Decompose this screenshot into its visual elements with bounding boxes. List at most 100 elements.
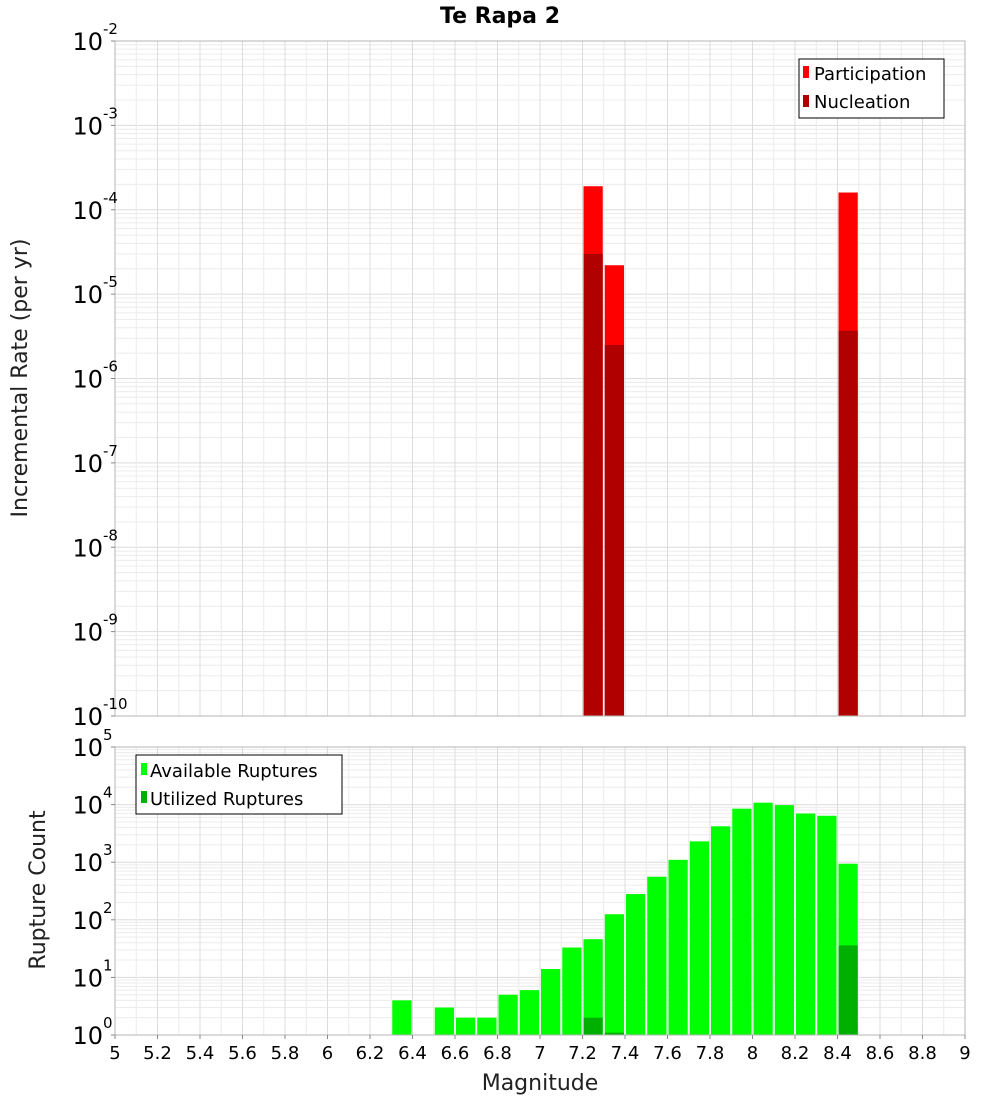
legend-swatch-available-ruptures <box>141 763 147 775</box>
bottom-bar-available-ruptures-7 <box>562 947 582 1035</box>
x-tick-label: 7.4 <box>611 1043 640 1064</box>
bottom-legend: Available Ruptures Utilized Ruptures <box>135 754 343 815</box>
top-y-tick-label: 10 -2 <box>72 20 118 56</box>
x-tick-label: 8.8 <box>908 1043 937 1064</box>
top-legend: Participation Nucleation <box>798 58 945 119</box>
top-y-tick-label: 10 -5 <box>72 273 118 309</box>
x-tick-label: 7.6 <box>653 1043 682 1064</box>
bottom-bar-available-ruptures-5 <box>519 990 539 1035</box>
top-y-tick-label: 10 -7 <box>72 442 118 478</box>
top-y-tick-label: 10 -3 <box>72 104 118 140</box>
bottom-y-tick-exponent: 3 <box>103 841 113 859</box>
top-y-tick-exponent: -9 <box>103 611 118 629</box>
bottom-y-tick-label: 10 4 <box>72 784 115 820</box>
bottom-y-tick-exponent: 2 <box>103 899 113 917</box>
x-tick-label: 5.6 <box>228 1043 257 1064</box>
top-y-tick-text: 10 <box>72 450 103 478</box>
legend-label-participation: Participation <box>814 64 926 85</box>
bottom-y-tick-label: 10 2 <box>72 899 115 935</box>
chart-title: Te Rapa 2 <box>440 4 560 29</box>
bottom-bar-available-ruptures-19 <box>817 815 837 1035</box>
top-legend-box <box>798 58 945 119</box>
bottom-bar-available-ruptures-0 <box>392 1000 412 1035</box>
top-y-tick-text: 10 <box>72 534 103 562</box>
bottom-bar-utilized-ruptures-1 <box>604 1032 624 1035</box>
x-tick-label: 5.4 <box>186 1043 215 1064</box>
x-tick-label: 7 <box>534 1043 545 1064</box>
top-y-tick-text: 10 <box>72 366 103 394</box>
bottom-y-tick-text: 10 <box>72 964 103 992</box>
top-y-axis-label: Incremental Rate (per yr) <box>8 239 33 518</box>
bottom-bar-available-ruptures-12 <box>668 859 688 1035</box>
x-tick-label: 5.8 <box>271 1043 300 1064</box>
top-y-tick-exponent: -5 <box>103 273 118 291</box>
bottom-bar-available-ruptures-3 <box>477 1017 497 1035</box>
x-axis-label: Magnitude <box>482 1071 599 1096</box>
top-y-tick-exponent: -10 <box>103 695 128 713</box>
bottom-bar-available-ruptures-14 <box>711 826 731 1035</box>
bottom-y-tick-text: 10 <box>72 734 103 762</box>
bottom-y-tick-label: 10 0 <box>72 1014 115 1050</box>
legend-swatch-participation <box>803 66 809 78</box>
top-y-tick-text: 10 <box>72 197 103 225</box>
bottom-y-tick-exponent: 4 <box>103 784 113 802</box>
top-y-tick-exponent: -2 <box>103 20 118 38</box>
bottom-y-tick-text: 10 <box>72 907 103 935</box>
top-bar-nucleation-1 <box>604 344 624 716</box>
bottom-y-tick-label: 10 5 <box>72 726 115 762</box>
x-tick-label: 8.2 <box>781 1043 810 1064</box>
bottom-y-tick-exponent: 1 <box>103 956 113 974</box>
top-y-tick-exponent: -4 <box>103 189 118 207</box>
x-tick-label: 6.2 <box>356 1043 385 1064</box>
x-tick-label: 6.8 <box>483 1043 512 1064</box>
top-y-tick-exponent: -8 <box>103 526 118 544</box>
bottom-bar-available-ruptures-2 <box>456 1017 476 1035</box>
top-y-tick-text: 10 <box>72 619 103 647</box>
bottom-y-axis-label: Rupture Count <box>26 810 51 970</box>
bottom-bar-available-ruptures-4 <box>498 994 518 1035</box>
bottom-bar-utilized-ruptures-2 <box>838 945 858 1035</box>
bottom-bar-available-ruptures-16 <box>753 802 773 1035</box>
bottom-bar-available-ruptures-13 <box>689 841 709 1035</box>
legend-label-nucleation: Nucleation <box>814 92 910 113</box>
legend-swatch-nucleation <box>803 95 809 107</box>
x-tick-label: 6.4 <box>398 1043 427 1064</box>
bottom-bar-available-ruptures-11 <box>647 876 667 1035</box>
bottom-bar-available-ruptures-6 <box>541 968 561 1035</box>
top-bar-nucleation-0 <box>583 253 603 716</box>
top-y-tick-label: 10 -6 <box>72 358 118 394</box>
x-tick-label: 8.4 <box>823 1043 852 1064</box>
x-tick-label: 9 <box>959 1043 970 1064</box>
x-tick-label: 5 <box>109 1043 120 1064</box>
bottom-y-tick-text: 10 <box>72 1022 103 1050</box>
bottom-bar-available-ruptures-10 <box>626 894 646 1035</box>
x-tick-label: 6.6 <box>441 1043 470 1064</box>
x-tick-label: 6 <box>322 1043 333 1064</box>
legend-label-available-ruptures: Available Ruptures <box>150 761 318 782</box>
bottom-y-tick-text: 10 <box>72 849 103 877</box>
top-bar-nucleation-2 <box>838 330 858 716</box>
top-y-tick-label: 10 -4 <box>72 189 118 225</box>
top-y-tick-exponent: -7 <box>103 442 118 460</box>
top-y-tick-label: 10 -10 <box>72 695 127 731</box>
x-tick-label: 7.8 <box>696 1043 725 1064</box>
x-tick-label: 8.6 <box>866 1043 895 1064</box>
bottom-bar-available-ruptures-17 <box>774 805 794 1035</box>
x-tick-label: 8 <box>747 1043 758 1064</box>
bottom-y-tick-label: 10 1 <box>72 956 115 992</box>
bottom-bar-utilized-ruptures-0 <box>583 1017 603 1035</box>
top-y-tick-text: 10 <box>72 281 103 309</box>
bottom-y-tick-label: 10 3 <box>72 841 115 877</box>
top-y-tick-text: 10 <box>72 703 103 731</box>
bottom-bar-available-ruptures-8 <box>583 939 603 1035</box>
legend-swatch-utilized-ruptures <box>141 791 147 803</box>
bottom-bar-available-ruptures-1 <box>434 1007 454 1035</box>
top-y-tick-label: 10 -8 <box>72 526 118 562</box>
bottom-y-tick-exponent: 5 <box>103 726 113 744</box>
top-y-tick-text: 10 <box>72 28 103 56</box>
bottom-bar-available-ruptures-15 <box>732 808 752 1035</box>
top-y-tick-exponent: -6 <box>103 358 118 376</box>
legend-label-utilized-ruptures: Utilized Ruptures <box>150 789 303 810</box>
bottom-y-tick-exponent: 0 <box>103 1014 113 1032</box>
